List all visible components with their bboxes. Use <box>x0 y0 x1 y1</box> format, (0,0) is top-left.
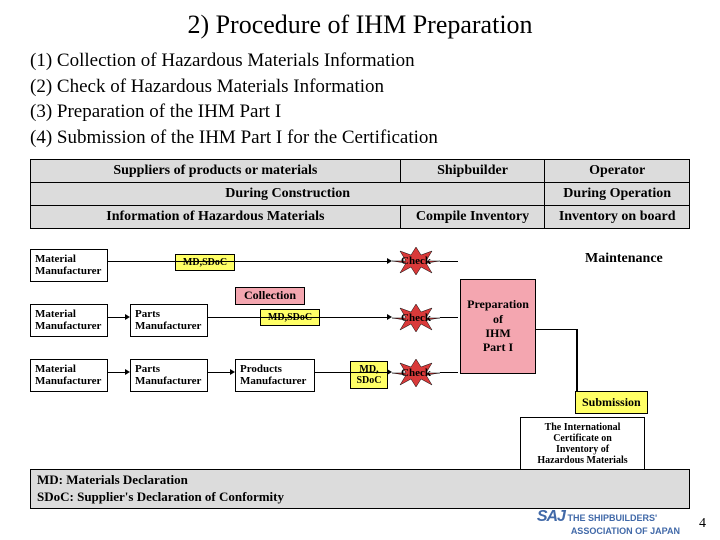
md-sdoc-box-1: MD,SDoC <box>175 254 235 271</box>
submission-box: Submission <box>575 391 648 414</box>
arrow-head-3a <box>125 369 130 375</box>
maintenance-label: Maintenance <box>585 251 663 267</box>
flow-diagram: Suppliers of products or materials Shipb… <box>30 159 690 509</box>
arrow-c3 <box>440 372 458 374</box>
material-mfr-box-1: Material Manufacturer <box>30 249 108 282</box>
preparation-box: Preparation of IHM Part I <box>460 279 536 374</box>
step-3: (3) Preparation of the IHM Part I <box>30 99 690 125</box>
legend-box: MD: Materials Declaration SDoC: Supplier… <box>30 469 690 509</box>
arrow-head-2a <box>125 314 130 320</box>
parts-mfr-box-2: Parts Manufacturer <box>130 359 208 392</box>
material-mfr-box-3: Material Manufacturer <box>30 359 108 392</box>
arrow-head-2b <box>387 314 392 320</box>
hdr-construction: During Construction <box>31 182 545 205</box>
legend-sdoc: SDoC: Supplier's Declaration of Conformi… <box>37 489 683 506</box>
arrow-head-3b <box>230 369 235 375</box>
logo-line1: THE SHIPBUILDERS' <box>567 513 657 523</box>
hdr-info-hazmat: Information of Hazardous Materials <box>31 205 401 228</box>
saj-logo: SAJ THE SHIPBUILDERS' ASSOCIATION OF JAP… <box>537 508 680 536</box>
md-sdoc-box-3: MD, SDoC <box>350 361 388 389</box>
arrow-2b <box>208 317 388 319</box>
arrow-c2 <box>440 317 458 319</box>
arrow-c1 <box>440 261 458 263</box>
header-table: Suppliers of products or materials Shipb… <box>30 159 690 229</box>
legend-md: MD: Materials Declaration <box>37 472 683 489</box>
arrow-head-1 <box>387 258 392 264</box>
hdr-operator: Operator <box>545 159 690 182</box>
check-starburst-1: Check <box>392 247 440 275</box>
check-starburst-2: Check <box>392 304 440 332</box>
arrow-1 <box>108 261 388 263</box>
arrow-head-3c <box>387 369 392 375</box>
certificate-box: The International Certificate on Invento… <box>520 417 645 471</box>
hdr-operation: During Operation <box>545 182 690 205</box>
hdr-shipbuilder: Shipbuilder <box>400 159 545 182</box>
products-mfr-box: Products Manufacturer <box>235 359 315 392</box>
check-starburst-3: Check <box>392 359 440 387</box>
step-2: (2) Check of Hazardous Materials Informa… <box>30 74 690 100</box>
step-1: (1) Collection of Hazardous Materials In… <box>30 48 690 74</box>
page-number: 4 <box>699 516 706 532</box>
material-mfr-box-2: Material Manufacturer <box>30 304 108 337</box>
logo-abbr: SAJ <box>537 508 565 525</box>
arrow-sub-v <box>576 329 578 391</box>
parts-mfr-box-1: Parts Manufacturer <box>130 304 208 337</box>
arrow-3c <box>315 372 390 374</box>
logo-line2: ASSOCIATION OF JAPAN <box>571 526 680 536</box>
steps-list: (1) Collection of Hazardous Materials In… <box>0 48 720 159</box>
hdr-suppliers: Suppliers of products or materials <box>31 159 401 182</box>
collection-label: Collection <box>235 287 305 305</box>
arrow-sub <box>536 329 576 331</box>
slide-title: 2) Procedure of IHM Preparation <box>0 0 720 48</box>
step-4: (4) Submission of the IHM Part I for the… <box>30 125 690 151</box>
hdr-inventory: Inventory on board <box>545 205 690 228</box>
hdr-compile: Compile Inventory <box>400 205 545 228</box>
